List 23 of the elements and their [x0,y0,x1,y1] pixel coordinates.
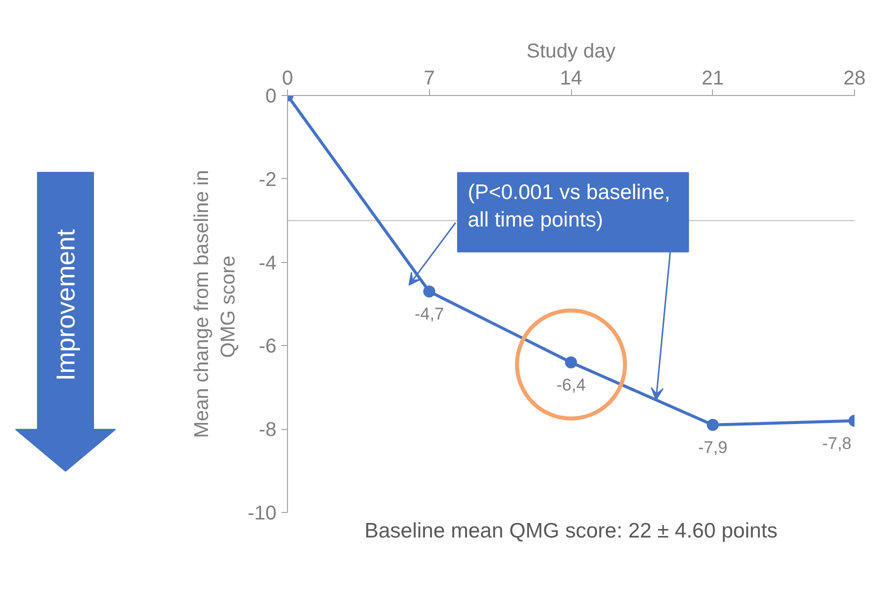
data-label: -4,7 [414,304,444,324]
x-tick-label: 7 [424,68,435,90]
x-tick-label: 21 [702,68,724,90]
y-axis-title: Mean change from baseline in QMG score [191,170,240,438]
y-tick-label: -4 [258,252,277,274]
x-tick-label: 28 [843,68,866,90]
point [706,418,719,431]
y-tick-label: -10 [248,502,276,524]
y-tick-label: -8 [258,419,277,442]
point [565,356,577,368]
annotation: (P<0.001 vs baseline, all time points) [468,180,670,232]
data-label: -6,4 [556,375,586,394]
y-tick-label: -2 [258,168,277,191]
data-label: -7,8 [822,434,852,453]
x-axis-title: Study day [526,40,616,62]
x-tick-label: 14 [560,68,582,90]
data-label: -7,9 [698,438,728,457]
y-tick-label: -6 [258,336,277,358]
x-tick-label: 0 [282,68,294,90]
point [423,286,436,298]
text: Baseline mean QMG score: 22 ± 4.60 points [364,520,778,542]
y-tick-label: 0 [265,86,276,108]
text: Improvement [50,228,80,381]
